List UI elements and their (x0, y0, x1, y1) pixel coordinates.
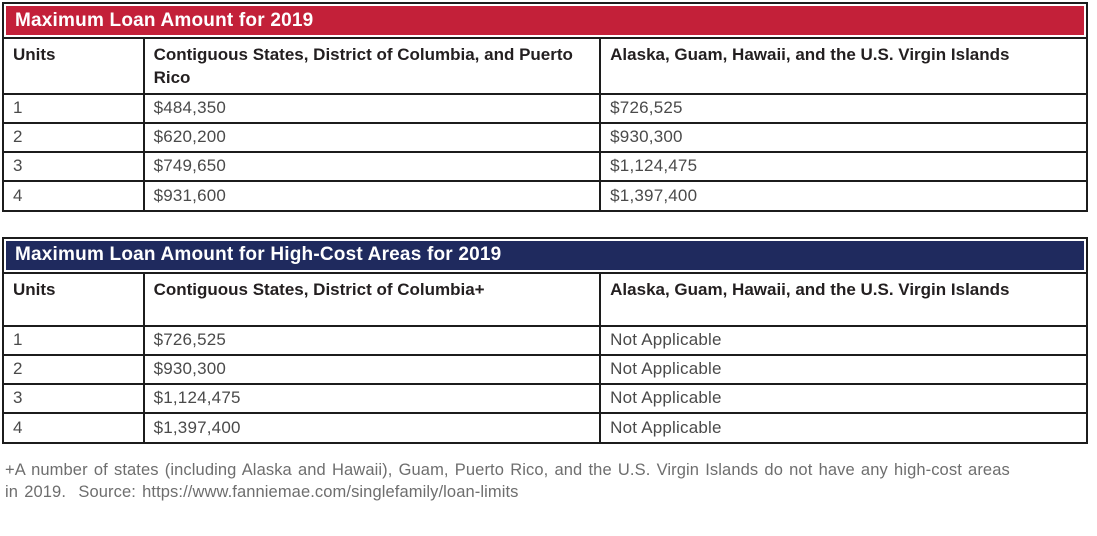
table-row: 4 $931,600 $1,397,400 (4, 179, 1086, 210)
table1-header-alaska: Alaska, Guam, Hawaii, and the U.S. Virgi… (599, 37, 1086, 94)
contiguous-amount-cell: $930,300 (142, 353, 601, 384)
table2-title: Maximum Loan Amount for High-Cost Areas … (15, 244, 502, 266)
table-row: 3 $749,650 $1,124,475 (4, 150, 1086, 181)
contiguous-amount-cell: $1,124,475 (142, 382, 601, 413)
high-cost-loan-limits-table-2019: Maximum Loan Amount for High-Cost Areas … (2, 236, 1088, 444)
table2-header-alaska: Alaska, Guam, Hawaii, and the U.S. Virgi… (599, 271, 1086, 326)
units-cell: 4 (4, 179, 144, 210)
alaska-amount-cell: Not Applicable (599, 382, 1086, 413)
table1-title-bar: Maximum Loan Amount for 2019 (6, 6, 1084, 35)
alaska-amount-cell: $1,124,475 (599, 150, 1086, 181)
alaska-amount-cell: Not Applicable (599, 353, 1086, 384)
table2-header-row: Units Contiguous States, District of Col… (4, 271, 1086, 326)
loan-limits-table-2019: Maximum Loan Amount for 2019 Units Conti… (2, 2, 1088, 212)
table-row: 1 $484,350 $726,525 (4, 92, 1086, 123)
table-row: 4 $1,397,400 Not Applicable (4, 411, 1086, 442)
units-cell: 3 (4, 150, 144, 181)
units-cell: 3 (4, 382, 144, 413)
alaska-amount-cell: $930,300 (599, 121, 1086, 152)
contiguous-amount-cell: $484,350 (142, 92, 601, 123)
alaska-amount-cell: $726,525 (599, 92, 1086, 123)
contiguous-amount-cell: $749,650 (142, 150, 601, 181)
table2-header-units: Units (4, 271, 144, 326)
table2-header-contiguous: Contiguous States, District of Columbia+ (142, 271, 601, 326)
table-row: 1 $726,525 Not Applicable (4, 324, 1086, 355)
footnote: +A number of states (including Alaska an… (5, 460, 1017, 501)
table1-title: Maximum Loan Amount for 2019 (15, 9, 314, 31)
table-row: 2 $930,300 Not Applicable (4, 353, 1086, 384)
contiguous-amount-cell: $1,397,400 (142, 411, 601, 442)
contiguous-amount-cell: $726,525 (142, 324, 601, 355)
table1-header-contiguous: Contiguous States, District of Columbia,… (142, 37, 601, 94)
table2-grid: Units Contiguous States, District of Col… (4, 271, 1086, 442)
units-cell: 2 (4, 353, 144, 384)
table-row: 2 $620,200 $930,300 (4, 121, 1086, 152)
units-cell: 4 (4, 411, 144, 442)
table2-title-bar: Maximum Loan Amount for High-Cost Areas … (6, 240, 1084, 270)
units-cell: 1 (4, 324, 144, 355)
table1-grid: Units Contiguous States, District of Col… (4, 37, 1086, 210)
contiguous-amount-cell: $620,200 (142, 121, 601, 152)
table1-header-units: Units (4, 37, 144, 94)
alaska-amount-cell: Not Applicable (599, 324, 1086, 355)
contiguous-amount-cell: $931,600 (142, 179, 601, 210)
table-row: 3 $1,124,475 Not Applicable (4, 382, 1086, 413)
table1-header-row: Units Contiguous States, District of Col… (4, 37, 1086, 94)
alaska-amount-cell: $1,397,400 (599, 179, 1086, 210)
alaska-amount-cell: Not Applicable (599, 411, 1086, 442)
units-cell: 1 (4, 92, 144, 123)
units-cell: 2 (4, 121, 144, 152)
